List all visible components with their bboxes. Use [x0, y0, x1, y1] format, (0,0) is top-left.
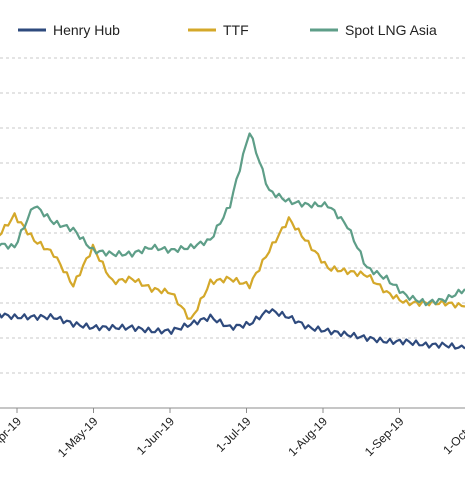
legend-label: Spot LNG Asia	[345, 22, 437, 38]
legend-label: TTF	[223, 22, 249, 38]
gridlines	[0, 57, 465, 374]
x-tick-labels: 1-Apr-19 1-May-19 1-Jun-19 1-Jul-19 1-Aug-19…	[0, 414, 465, 460]
legend: Henry Hub TTF Spot LNG Asia	[18, 22, 437, 38]
series-line-henry-hub	[0, 308, 465, 350]
series-line-spot-lng-asia	[0, 132, 465, 307]
x-tick-label: 1-Jun-19	[134, 414, 178, 458]
x-tick-label: 1-Apr-19	[0, 414, 24, 457]
x-tick-label: 1-May-19	[55, 414, 101, 460]
x-tick-label: 1-Sep-19	[362, 414, 407, 459]
series-line-ttf	[0, 212, 465, 320]
x-tick-label: 1-Jul-19	[213, 414, 254, 455]
x-tick-label: 1-Aug-19	[285, 414, 330, 459]
series-lines	[0, 132, 465, 350]
legend-label: Henry Hub	[53, 22, 120, 38]
x-tick-label: 1-Oct-19	[440, 414, 465, 457]
x-axis	[0, 407, 465, 413]
